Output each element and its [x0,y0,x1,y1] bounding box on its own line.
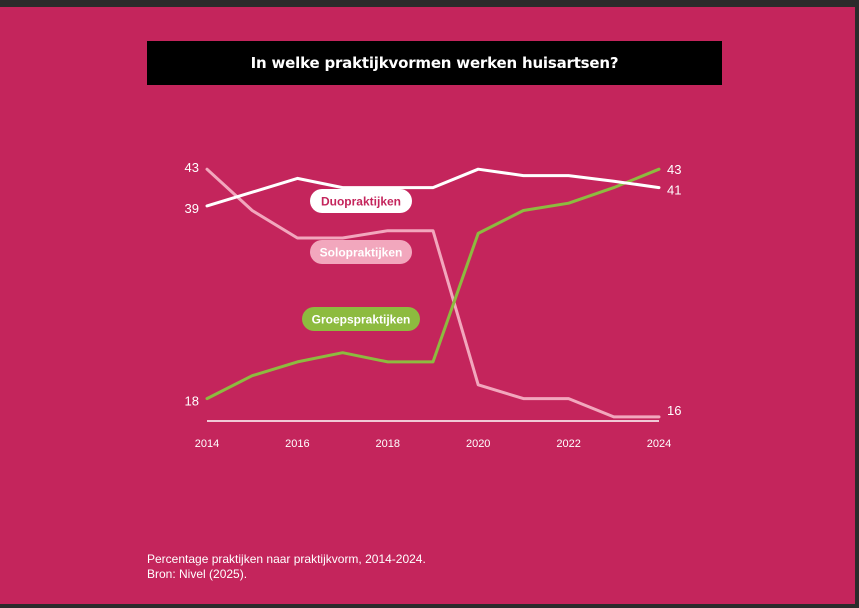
pill-background [310,189,412,213]
end-value-label: 16 [667,403,681,418]
series-line-solopraktijken [205,167,661,419]
series-name-label: Groepspraktijken [312,313,411,327]
series-lines [205,167,661,419]
series-pill-solopraktijken: Solopraktijken [310,240,412,264]
series-name-label: Solopraktijken [320,246,403,260]
series-pills: Duopraktijken Solopraktijken Groepspraktij… [302,189,420,331]
end-value-label: 41 [667,183,681,198]
x-tick-label: 2016 [285,438,309,450]
chart-background: In welke praktijkvormen werken huisartse… [0,7,855,604]
x-axis: 2014 2016 2018 2020 2022 2024 [195,420,671,450]
footnote-source: Bron: Nivel (2025). [147,567,248,581]
series-line-groepspraktijken [205,167,661,401]
line-chart: 2014 2016 2018 2020 2022 2024 39 41 43 16 18 43 Du… [185,160,682,450]
footnote-description: Percentage praktijken naar praktijkvorm,… [147,552,426,566]
x-tick-label: 2020 [466,438,490,450]
start-value-label: 43 [185,160,199,175]
pill-background [302,307,420,331]
x-tick-label: 2014 [195,438,219,450]
pill-background [310,240,412,264]
end-value-label: 43 [667,162,681,177]
start-value-label: 18 [185,394,199,409]
chart-title: In welke praktijkvormen werken huisartse… [250,54,619,72]
start-value-label: 39 [185,201,199,216]
x-tick-label: 2024 [647,438,671,450]
series-pill-duopraktijken: Duopraktijken [310,189,412,213]
title-bar: In welke praktijkvormen werken huisartse… [147,41,722,85]
x-tick-label: 2022 [556,438,580,450]
value-labels: 39 41 43 16 18 43 [185,160,682,418]
series-line-duopraktijken [205,167,661,208]
series-pill-groepspraktijken: Groepspraktijken [302,307,420,331]
footnote: Percentage praktijken naar praktijkvorm,… [147,552,426,582]
x-tick-label: 2018 [376,438,400,450]
series-name-label: Duopraktijken [321,195,401,209]
